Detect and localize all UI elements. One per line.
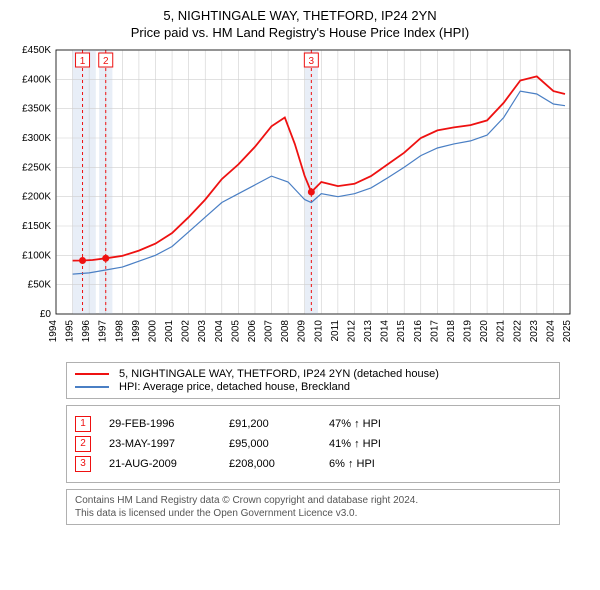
event-delta: 41% ↑ HPI: [329, 438, 429, 450]
footer-line: Contains HM Land Registry data © Crown c…: [75, 494, 551, 507]
svg-text:2021: 2021: [496, 320, 507, 343]
price-vs-hpi-chart: £0 £50K £100K £150K £200K £250K £300K £350K £400…: [10, 46, 590, 356]
svg-text:2006: 2006: [247, 320, 258, 343]
event-date: 21-AUG-2009: [109, 458, 229, 470]
event-date: 23-MAY-1997: [109, 438, 229, 450]
event-date: 29-FEB-1996: [109, 418, 229, 430]
event-delta: 47% ↑ HPI: [329, 418, 429, 430]
svg-text:2004: 2004: [214, 320, 225, 343]
svg-text:£0: £0: [40, 309, 52, 320]
svg-text:2005: 2005: [230, 320, 241, 343]
svg-text:£200K: £200K: [22, 192, 51, 203]
event-badge: 3: [75, 456, 91, 472]
svg-text:2017: 2017: [429, 320, 440, 343]
svg-text:2003: 2003: [197, 320, 208, 343]
svg-text:2: 2: [103, 56, 109, 67]
svg-text:£300K: £300K: [22, 133, 51, 144]
svg-text:2012: 2012: [346, 320, 357, 343]
svg-text:2022: 2022: [512, 320, 523, 343]
svg-text:2014: 2014: [380, 320, 391, 343]
legend-swatch: [75, 373, 109, 375]
sale-events-table: 1 29-FEB-1996£91,20047% ↑ HPI 2 23-MAY-1997…: [66, 405, 560, 483]
event-price: £208,000: [229, 458, 329, 470]
svg-text:1998: 1998: [114, 320, 125, 343]
event-badge: 1: [75, 416, 91, 432]
svg-text:1: 1: [80, 56, 86, 67]
legend: 5, NIGHTINGALE WAY, THETFORD, IP24 2YN (…: [66, 362, 560, 399]
svg-text:£250K: £250K: [22, 162, 51, 173]
svg-text:2011: 2011: [330, 320, 341, 342]
svg-text:2008: 2008: [280, 320, 291, 343]
svg-text:1999: 1999: [131, 320, 142, 343]
svg-text:2016: 2016: [413, 320, 424, 343]
event-row: 1 29-FEB-1996£91,20047% ↑ HPI: [75, 416, 551, 432]
event-row: 3 21-AUG-2009£208,0006% ↑ HPI: [75, 456, 551, 472]
svg-text:2010: 2010: [313, 320, 324, 343]
footer-line: This data is licensed under the Open Gov…: [75, 507, 551, 520]
chart-title-address: 5, NIGHTINGALE WAY, THETFORD, IP24 2YN: [10, 8, 590, 23]
svg-text:1997: 1997: [98, 320, 109, 343]
svg-text:2009: 2009: [297, 320, 308, 343]
legend-label: HPI: Average price, detached house, Brec…: [119, 381, 350, 393]
svg-text:1995: 1995: [65, 320, 76, 343]
attribution-footer: Contains HM Land Registry data © Crown c…: [66, 489, 560, 525]
svg-text:2001: 2001: [164, 320, 175, 343]
svg-text:£400K: £400K: [22, 74, 51, 85]
svg-text:2024: 2024: [545, 320, 556, 343]
svg-text:2013: 2013: [363, 320, 374, 343]
svg-text:2025: 2025: [562, 320, 573, 343]
event-price: £91,200: [229, 418, 329, 430]
svg-text:2000: 2000: [147, 320, 158, 343]
svg-text:£350K: £350K: [22, 104, 51, 115]
svg-text:2018: 2018: [446, 320, 457, 343]
svg-text:2020: 2020: [479, 320, 490, 343]
legend-item: 5, NIGHTINGALE WAY, THETFORD, IP24 2YN (…: [75, 368, 551, 380]
event-badge: 2: [75, 436, 91, 452]
svg-text:1994: 1994: [48, 320, 59, 343]
legend-item: HPI: Average price, detached house, Brec…: [75, 381, 551, 393]
svg-text:3: 3: [309, 56, 315, 67]
svg-text:£150K: £150K: [22, 221, 51, 232]
event-delta: 6% ↑ HPI: [329, 458, 429, 470]
svg-text:2002: 2002: [181, 320, 192, 343]
svg-text:£50K: £50K: [28, 280, 52, 291]
svg-text:1996: 1996: [81, 320, 92, 343]
svg-text:£100K: £100K: [22, 250, 51, 261]
svg-text:£450K: £450K: [22, 46, 51, 56]
event-row: 2 23-MAY-1997£95,00041% ↑ HPI: [75, 436, 551, 452]
chart-title-subtitle: Price paid vs. HM Land Registry's House …: [10, 25, 590, 40]
event-price: £95,000: [229, 438, 329, 450]
svg-text:2007: 2007: [264, 320, 275, 343]
svg-text:2019: 2019: [463, 320, 474, 343]
legend-swatch: [75, 386, 109, 388]
legend-label: 5, NIGHTINGALE WAY, THETFORD, IP24 2YN (…: [119, 368, 439, 380]
svg-text:2023: 2023: [529, 320, 540, 343]
svg-text:2015: 2015: [396, 320, 407, 343]
